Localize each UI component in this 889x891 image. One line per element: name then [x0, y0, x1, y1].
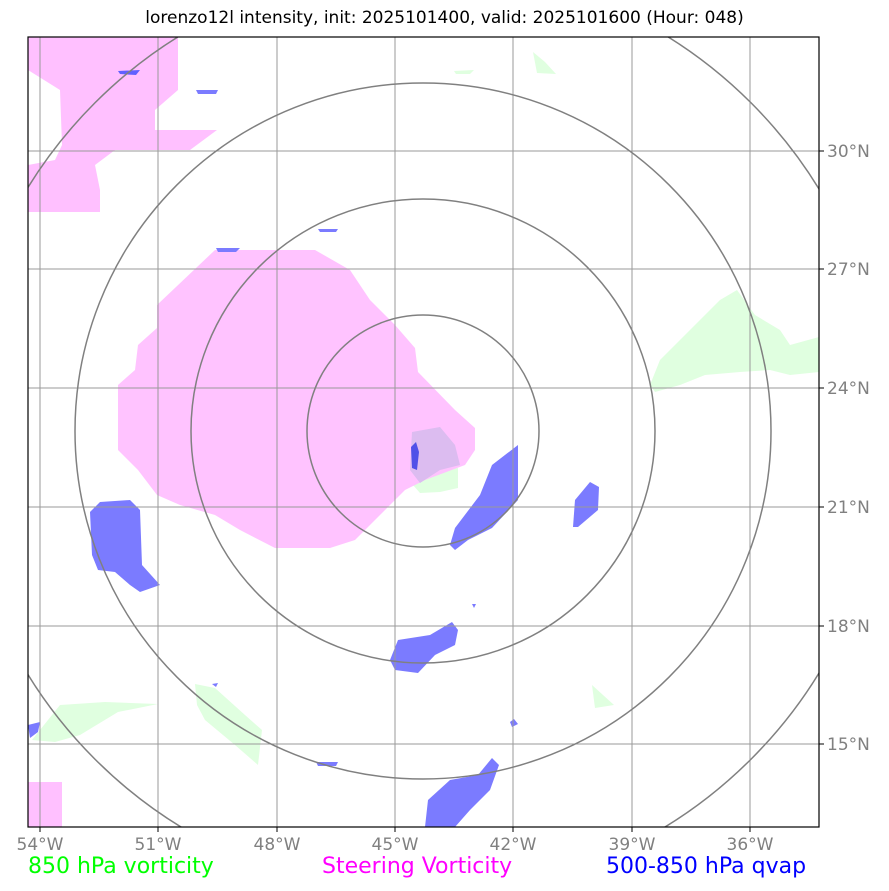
- qvap-center-spot: [411, 442, 419, 470]
- qvap-west-region: [90, 500, 160, 592]
- lat-label: 15°N: [827, 735, 870, 755]
- qvap-small-dot-3: [472, 604, 476, 608]
- lon-label: 48°W: [254, 835, 301, 855]
- lon-label: 42°W: [490, 835, 537, 855]
- qvap-small-dot-4: [212, 683, 218, 687]
- qvap-south-region: [390, 622, 458, 673]
- ring-3: [74, 82, 772, 780]
- qvap-bottom-region: [425, 758, 499, 827]
- vort850-se-patch: [592, 685, 614, 708]
- legend-850-vorticity: 850 hPa vorticity: [28, 854, 214, 879]
- legend-steering-vorticity: Steering Vorticity: [322, 854, 513, 879]
- qvap-small-dash: [318, 229, 338, 232]
- grid-lines: [28, 37, 819, 827]
- vorticity-850-contours: [32, 52, 819, 765]
- qvap-nw-spot-2: [196, 90, 218, 94]
- overlap-center-region: [410, 427, 460, 483]
- steering-sw-region: [28, 782, 62, 827]
- lat-ticks: [819, 150, 824, 745]
- qvap-center-band: [450, 445, 518, 550]
- lon-label: 36°W: [727, 835, 774, 855]
- lat-label: 27°N: [827, 260, 870, 280]
- plot-frame: [27, 36, 820, 828]
- ring-2: [190, 198, 656, 664]
- qvap-contours: [28, 70, 599, 827]
- lat-tick-labels: 30°N 27°N 24°N 21°N 18°N 15°N: [827, 142, 870, 755]
- vort850-sw-region: [32, 702, 158, 742]
- qvap-east-region: [573, 482, 599, 527]
- lon-ticks: [39, 827, 751, 832]
- steering-vorticity-contours: [28, 37, 475, 827]
- vort850-east-region: [650, 290, 819, 392]
- qvap-nw-spot-3: [216, 248, 240, 252]
- vort850-center-region: [413, 468, 458, 493]
- steering-main-region: [118, 250, 475, 548]
- lat-label: 30°N: [827, 142, 870, 162]
- lat-label: 24°N: [827, 379, 870, 399]
- lon-label: 51°W: [135, 835, 182, 855]
- steering-nw-region: [28, 37, 217, 212]
- legend-qvap: 500-850 hPa qvap: [606, 854, 807, 879]
- qvap-small-dot-1: [510, 719, 518, 727]
- lat-label: 18°N: [827, 617, 870, 637]
- vort850-small-patch: [454, 70, 474, 74]
- plot-title: lorenzo12l intensity, init: 2025101400, …: [145, 8, 744, 28]
- qvap-small-dot-2: [316, 762, 338, 766]
- lon-label: 45°W: [372, 835, 419, 855]
- lat-label: 21°N: [827, 498, 870, 518]
- vort850-south-region: [195, 684, 262, 765]
- lon-tick-labels: 54°W 51°W 48°W 45°W 42°W 39°W 36°W: [17, 835, 774, 855]
- vort850-ne-patch: [533, 52, 556, 74]
- qvap-sw-spot: [28, 722, 40, 738]
- lon-label: 39°W: [609, 835, 656, 855]
- lon-label: 54°W: [17, 835, 64, 855]
- ring-1: [306, 314, 540, 548]
